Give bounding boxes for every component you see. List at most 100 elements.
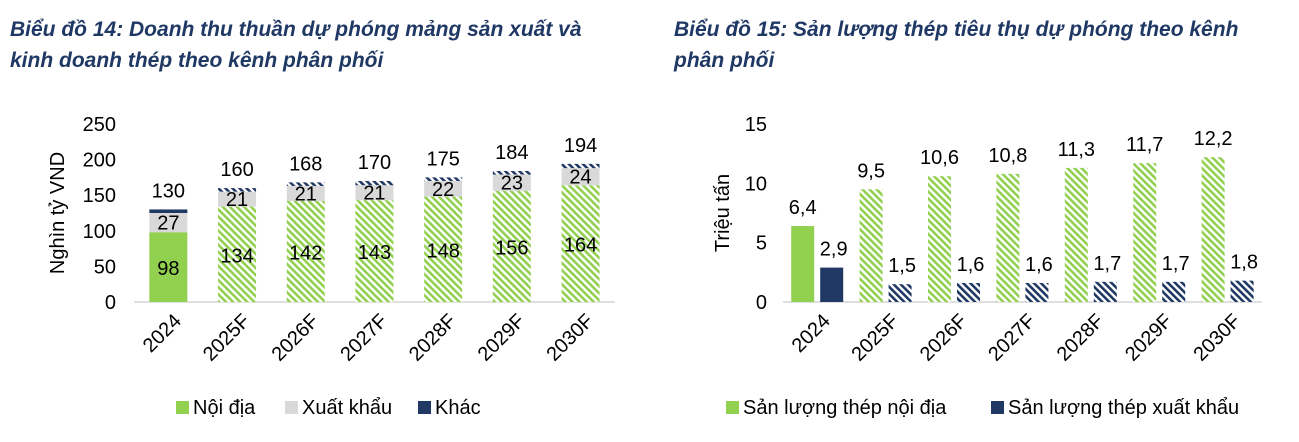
data-label-export: 1,6 [957, 254, 985, 276]
x-tick-label: 2029F [1121, 310, 1177, 366]
y-tick-label: 0 [105, 292, 116, 314]
bar-domestic [1064, 167, 1088, 302]
data-label-domestic: 143 [358, 242, 391, 264]
x-tick-label: 2024 [788, 310, 835, 357]
legend-swatch [726, 401, 739, 414]
data-label-export: 2,9 [820, 239, 848, 261]
data-label-export: 1,6 [1025, 254, 1053, 276]
data-label-total: 160 [220, 159, 253, 181]
data-label-export: 1,5 [888, 255, 916, 277]
y-axis-label: Triệu tấn [712, 174, 734, 252]
data-label-total: 184 [495, 142, 528, 164]
bar-export [1025, 283, 1049, 302]
bar-domestic [286, 200, 325, 302]
bar-domestic [1201, 157, 1225, 302]
y-tick-label: 5 [756, 233, 767, 255]
legend-swatch [176, 401, 189, 414]
x-tick-label: 2026F [916, 310, 972, 366]
x-tick-label: 2028F [1053, 310, 1109, 366]
chart-15-svg: 0 5 10 15 Triệu tấn 6,42,9 2024 9,5 1,5 2025F 10,6… [712, 114, 1262, 419]
data-label-domestic: 11,7 [1126, 134, 1163, 156]
data-label-export: 1,7 [1162, 253, 1190, 275]
bar-other [492, 170, 531, 175]
data-label-export: 27 [157, 213, 179, 235]
legend-label: Sản lượng thép xuất khẩu [1008, 397, 1239, 419]
bar-domestic [218, 206, 257, 302]
legend-swatch [285, 401, 298, 414]
y-tick-label: 200 [83, 150, 116, 172]
data-label-export: 21 [363, 183, 385, 205]
bar-export [492, 174, 531, 191]
data-label-domestic: 9,5 [857, 160, 885, 182]
bar-export [286, 185, 325, 201]
bar-export [820, 267, 844, 302]
x-tick-label: 2024 [139, 310, 186, 357]
data-label-domestic: 10,8 [988, 145, 1027, 167]
y-tick-label: 150 [83, 185, 116, 207]
y-tick-label: 10 [745, 173, 767, 195]
bar-domestic [928, 176, 951, 302]
bar-domestic [424, 196, 463, 302]
chart-14-svg: 0 50 100 150 200 250 Nghìn tỷ VND 98 27 130 2024 13… [47, 114, 615, 419]
bar-domestic [996, 173, 1020, 302]
chart-15-title: Biểu đồ 15: Sản lượng thép tiêu thụ dự p… [674, 18, 1239, 72]
bar-domestic [561, 185, 600, 302]
bar-other [561, 163, 600, 169]
bar-export [957, 283, 980, 302]
bar-other [149, 209, 188, 213]
legend-swatch [418, 401, 431, 414]
data-label-domestic: 156 [495, 237, 528, 259]
data-label-export: 24 [569, 167, 591, 189]
data-label-domestic: 6,4 [789, 197, 817, 219]
bar-export [1093, 281, 1117, 302]
x-tick-label: 2026F [268, 310, 324, 366]
y-tick-label: 0 [756, 292, 767, 314]
data-label-export: 23 [501, 173, 523, 195]
y-tick-label: 250 [83, 114, 116, 136]
bar-export [149, 213, 188, 233]
data-label-total: 194 [564, 135, 597, 157]
bar-domestic [149, 232, 188, 302]
data-label-domestic: 11,3 [1058, 139, 1095, 161]
x-tick-label: 2025F [199, 310, 255, 366]
data-label-export: 21 [295, 183, 317, 205]
legend-swatch [991, 401, 1004, 414]
bar-export [424, 180, 463, 197]
bar-other [424, 177, 463, 181]
y-tick-label: 15 [745, 114, 767, 136]
data-label-domestic: 148 [426, 240, 459, 262]
bar-export [561, 168, 600, 186]
y-axis-label: Nghìn tỷ VND [47, 152, 69, 274]
data-label-export: 21 [226, 189, 248, 211]
chart-14-panel: Biểu đồ 14: Doanh thu thuần dự phóng mản… [10, 18, 615, 419]
legend-label: Khác [435, 397, 481, 419]
x-tick-label: 2030F [1189, 310, 1245, 366]
bar-domestic [791, 226, 815, 302]
x-tick-label: 2027F [336, 310, 392, 366]
y-tick-label: 50 [94, 256, 116, 278]
y-tick-label: 100 [83, 221, 116, 243]
data-label-export: 1,7 [1093, 253, 1121, 275]
bar-export [218, 191, 257, 207]
data-label-total: 168 [289, 153, 322, 175]
data-label-domestic: 164 [564, 235, 597, 257]
chart-15-panel: Biểu đồ 15: Sản lượng thép tiêu thụ dự p… [650, 0, 1299, 442]
legend-label: Sản lượng thép nội địa [743, 397, 947, 419]
x-tick-label: 2030F [542, 310, 598, 366]
x-tick-label: 2025F [847, 310, 903, 366]
data-label-export: 1,8 [1230, 252, 1258, 274]
data-label-domestic: 10,6 [920, 147, 959, 169]
bar-other [218, 188, 257, 192]
bar-export [355, 185, 394, 201]
bar-export [888, 284, 912, 302]
legend-label: Nội địa [193, 397, 256, 419]
x-tick-label: 2027F [984, 310, 1040, 366]
data-label-domestic: 142 [289, 242, 322, 264]
data-label-domestic: 134 [220, 245, 253, 267]
data-label-domestic: 12,2 [1194, 128, 1233, 150]
bar-domestic [492, 190, 531, 302]
bar-other [355, 180, 394, 186]
bar-export [1230, 280, 1254, 302]
x-tick-label: 2028F [405, 310, 461, 366]
data-label-total: 130 [152, 180, 185, 202]
